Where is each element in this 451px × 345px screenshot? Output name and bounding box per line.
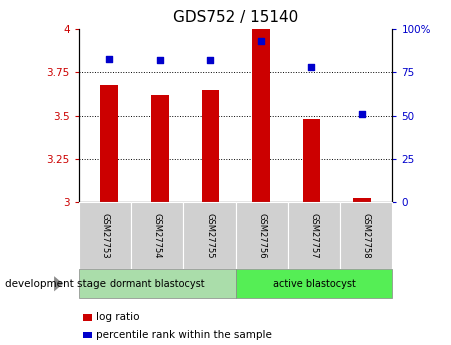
Text: GSM27758: GSM27758 <box>362 213 371 258</box>
Bar <box>202 90 219 202</box>
Point <box>308 65 315 70</box>
Point <box>106 56 113 61</box>
Point <box>359 111 366 117</box>
Text: GSM27755: GSM27755 <box>205 213 214 258</box>
Bar <box>353 198 371 202</box>
Point <box>258 39 265 44</box>
Bar <box>252 29 270 202</box>
Text: GSM27756: GSM27756 <box>257 213 266 258</box>
Text: GSM27754: GSM27754 <box>153 213 162 258</box>
Title: GDS752 / 15140: GDS752 / 15140 <box>173 10 298 26</box>
Text: development stage: development stage <box>5 279 106 289</box>
Bar <box>101 85 118 202</box>
Bar <box>151 95 169 202</box>
Bar <box>303 119 320 202</box>
Point <box>207 58 214 63</box>
Text: percentile rank within the sample: percentile rank within the sample <box>96 330 272 339</box>
Text: GSM27757: GSM27757 <box>309 213 318 258</box>
Point <box>156 58 163 63</box>
Text: GSM27753: GSM27753 <box>101 213 110 258</box>
Text: active blastocyst: active blastocyst <box>272 279 355 289</box>
Text: dormant blastocyst: dormant blastocyst <box>110 279 205 289</box>
Text: log ratio: log ratio <box>96 313 139 322</box>
